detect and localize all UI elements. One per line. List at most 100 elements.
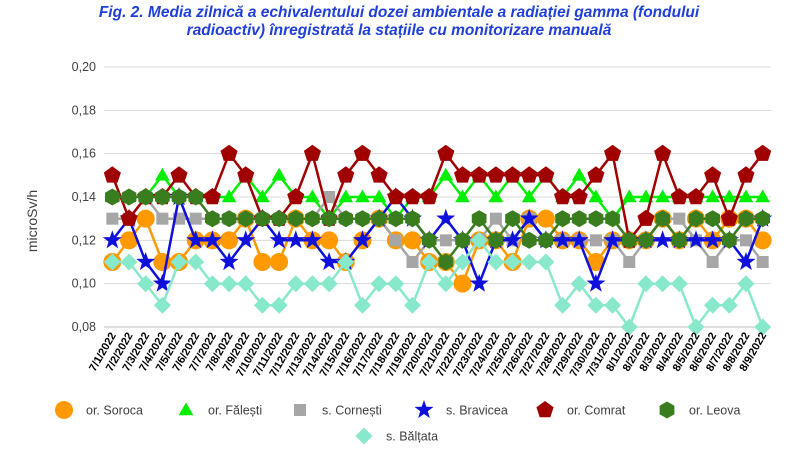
data-point: [353, 144, 371, 161]
data-point: [405, 210, 420, 228]
legend-label: or. Soroca: [86, 404, 143, 418]
data-point: [286, 230, 306, 249]
data-point: [570, 275, 588, 293]
data-point: [271, 167, 287, 181]
data-point: [454, 166, 472, 183]
data-point: [688, 210, 704, 228]
data-point: [670, 188, 688, 205]
data-point: [271, 210, 287, 228]
data-point: [203, 275, 221, 293]
data-point: [138, 188, 153, 206]
data-point: [722, 189, 737, 203]
legend-item: or. Fălești: [178, 402, 262, 418]
data-point: [238, 210, 254, 228]
data-point: [253, 296, 271, 314]
data-point: [189, 212, 202, 225]
data-point: [739, 234, 752, 247]
data-point: [470, 231, 488, 249]
data-point: [320, 275, 338, 293]
data-point: [170, 253, 188, 271]
data-point: [589, 234, 602, 247]
data-point: [554, 188, 572, 205]
data-point: [221, 210, 237, 228]
data-point: [755, 189, 770, 203]
data-point: [537, 253, 555, 271]
legend-marker: [294, 404, 306, 416]
y-tick-label: 0,14: [72, 190, 96, 204]
data-point: [370, 166, 388, 183]
data-point: [755, 210, 770, 228]
data-point: [188, 188, 204, 206]
data-point: [720, 209, 738, 226]
data-point: [237, 275, 255, 293]
data-point: [538, 231, 554, 249]
legend-label: or. Leova: [689, 404, 740, 418]
x-axis-ticks: 7/1/20227/2/20227/3/20227/4/20227/5/2022…: [87, 331, 769, 379]
data-point: [654, 144, 672, 161]
data-point: [371, 189, 387, 203]
legend-label: or. Fălești: [208, 404, 262, 418]
data-point: [137, 275, 155, 293]
data-point: [705, 210, 720, 228]
data-point: [420, 188, 438, 205]
data-point: [588, 210, 604, 228]
data-point: [655, 210, 670, 228]
data-point: [420, 253, 438, 271]
data-point: [403, 231, 422, 250]
data-point: [136, 252, 156, 271]
data-point: [588, 189, 604, 203]
data-point: [270, 296, 288, 314]
data-point: [671, 231, 687, 249]
legend-item: s. Bălțata: [355, 427, 438, 445]
data-point: [105, 188, 120, 206]
legend-marker: [355, 427, 373, 445]
data-point: [603, 230, 623, 249]
data-point: [103, 166, 121, 183]
data-point: [736, 252, 756, 271]
data-point: [571, 167, 587, 181]
data-point: [487, 253, 505, 271]
data-point: [737, 275, 755, 293]
data-point: [323, 191, 336, 203]
data-point: [287, 275, 305, 293]
data-point: [487, 166, 505, 183]
legend-marker: [178, 402, 194, 416]
data-point: [438, 253, 454, 271]
data-point: [305, 210, 320, 228]
data-point: [754, 144, 772, 161]
data-point: [738, 210, 754, 228]
y-tick-label: 0,18: [72, 103, 96, 117]
series-or-leova: [105, 188, 770, 271]
data-point: [687, 318, 705, 336]
y-tick-label: 0,10: [72, 277, 96, 291]
data-point: [454, 253, 471, 271]
data-point: [319, 252, 339, 271]
data-point: [387, 188, 405, 205]
data-point: [704, 166, 722, 183]
series-line: [111, 152, 764, 242]
data-point: [153, 296, 171, 314]
data-point: [638, 189, 654, 203]
data-point: [586, 253, 605, 271]
data-point: [587, 296, 605, 314]
legend-label: s. Bravicea: [446, 404, 508, 418]
data-point: [156, 212, 169, 225]
legend: or. Soroca or. Fălești s. Cornești s. Bravi…: [55, 400, 740, 445]
legend-item: or. Leova: [659, 401, 740, 419]
data-point: [673, 212, 686, 225]
data-point: [437, 275, 455, 293]
data-point: [387, 275, 405, 293]
data-point: [520, 166, 538, 183]
chart-title: Fig. 2. Media zilnică a echivalentului d…: [0, 4, 798, 40]
data-point: [753, 231, 772, 250]
data-point: [170, 166, 188, 183]
data-point: [155, 188, 170, 206]
data-point: [106, 212, 119, 225]
data-point: [738, 189, 754, 203]
data-point: [737, 166, 755, 183]
legend-marker: [536, 401, 554, 418]
data-point: [489, 212, 502, 225]
data-point: [521, 189, 537, 203]
data-point: [621, 189, 637, 203]
data-point: [436, 208, 456, 227]
